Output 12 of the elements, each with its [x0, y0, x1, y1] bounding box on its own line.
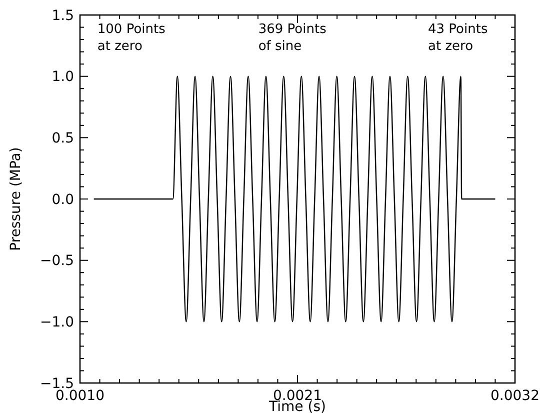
annotation: 43 Points at zero — [428, 22, 488, 54]
y-tick-label: 1.5 — [52, 8, 74, 24]
x-tick-label: 0.0032 — [490, 388, 540, 404]
y-axis-title: Pressure (MPa) — [8, 147, 24, 251]
y-tick-label: −1.0 — [40, 314, 74, 331]
x-tick-label: 0.0010 — [56, 388, 104, 404]
y-tick-label: 1.0 — [52, 69, 74, 86]
y-tick-label: −0.5 — [40, 253, 74, 270]
annotation: 369 Points of sine — [258, 22, 327, 54]
y-tick-label: 0.5 — [52, 130, 74, 147]
y-tick-label: 0.0 — [52, 192, 74, 208]
annotation: 100 Points at zero — [97, 22, 166, 54]
